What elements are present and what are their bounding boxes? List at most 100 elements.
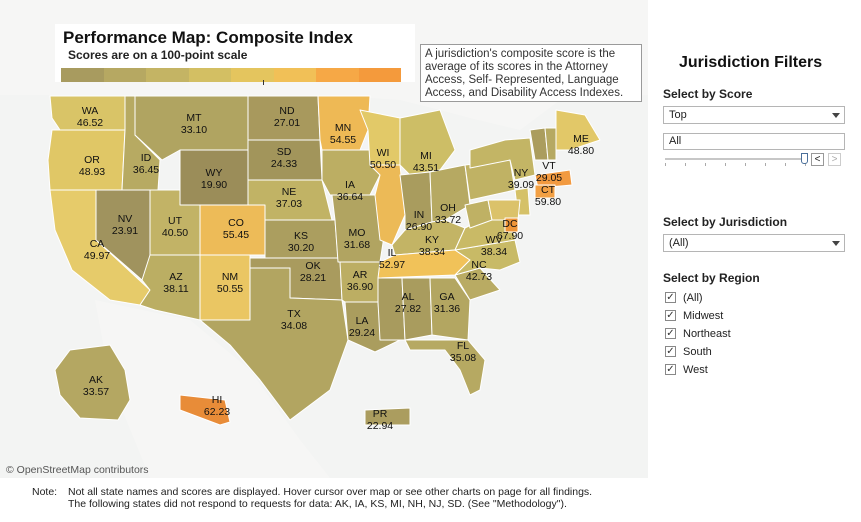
state-label-ga: GA 31.36 (434, 291, 460, 315)
slider-tick (805, 163, 806, 166)
state-abbr: GA (439, 291, 455, 303)
legend-swatch (358, 68, 401, 82)
state-label-mt: MT 33.10 (181, 112, 207, 136)
state-abbr: UT (168, 215, 182, 227)
state-label-in: IN 26.90 (406, 209, 432, 233)
state-label-me: ME 48.80 (568, 133, 594, 157)
state-score: 26.90 (405, 221, 433, 233)
slider-next-button[interactable]: > (828, 153, 841, 166)
state-label-mo: MO 31.68 (344, 227, 370, 251)
state-label-ct: CT 59.80 (535, 184, 561, 208)
state-label-nc: NC 42.73 (466, 259, 492, 283)
checkbox[interactable]: ✓ (665, 328, 676, 339)
state-abbr: WI (376, 147, 390, 159)
legend-swatch (273, 68, 316, 82)
state-score: 46.52 (76, 117, 104, 129)
region-option-label: Midwest (683, 310, 724, 322)
state-me (555, 109, 601, 151)
state-label-ny: NY 39.09 (508, 167, 534, 191)
checkbox[interactable]: ✓ (665, 346, 676, 357)
slider-tick (685, 163, 686, 166)
state-score: 24.33 (270, 158, 298, 170)
checkbox[interactable]: ✓ (665, 310, 676, 321)
mexico-land (95, 300, 330, 478)
state-score: 48.93 (78, 166, 106, 178)
note-line-1: Not all state names and scores are displ… (68, 486, 593, 498)
state-abbr: OH (440, 202, 456, 214)
state-label-hi: HI 62.23 (204, 394, 230, 418)
state-md (487, 199, 521, 221)
state-score: 31.68 (343, 239, 371, 251)
slider-tick (745, 163, 746, 166)
state-label-wi: WI 50.50 (370, 147, 396, 171)
state-abbr: NM (221, 271, 239, 283)
state-fl (404, 339, 486, 396)
state-abbr: OK (305, 260, 321, 272)
state-score: 35.08 (449, 352, 477, 364)
state-label-dc: DC 67.90 (497, 218, 523, 242)
state-ak (54, 344, 131, 421)
state-abbr: HI (211, 394, 223, 406)
state-abbr: CO (228, 217, 244, 229)
map-view[interactable]: Performance Map: Composite Index Scores … (0, 0, 648, 478)
state-abbr: AZ (169, 271, 183, 283)
state-abbr: WY (205, 167, 223, 179)
state-score: 31.36 (433, 303, 461, 315)
state-label-oh: OH 33.72 (435, 202, 461, 226)
map-attribution[interactable]: © OpenStreetMap contributors (6, 464, 149, 476)
state-ga (429, 277, 471, 341)
state-abbr: VT (542, 160, 556, 172)
state-label-ut: UT 40.50 (162, 215, 188, 239)
state-label-id: ID 36.45 (133, 152, 159, 176)
state-score: 33.57 (82, 386, 110, 398)
state-label-ia: IA 36.64 (337, 179, 363, 203)
state-score: 19.90 (200, 179, 228, 191)
state-label-wa: WA 46.52 (77, 105, 103, 129)
state-abbr: WV (485, 234, 503, 246)
state-score: 42.73 (465, 271, 493, 283)
score-dropdown-value: Top (669, 109, 687, 121)
state-abbr: PR (372, 408, 388, 420)
checkbox[interactable]: ✓ (665, 364, 676, 375)
state-abbr: IA (345, 179, 355, 191)
legend-swatch (231, 68, 274, 82)
state-abbr: ID (140, 152, 152, 164)
state-score: 62.23 (203, 406, 231, 418)
state-hi (179, 394, 231, 426)
state-abbr: MO (348, 227, 366, 239)
score-dropdown[interactable]: Top (663, 106, 845, 124)
checkbox[interactable]: ✓ (665, 292, 676, 303)
state-abbr: FL (456, 340, 470, 352)
score-slider-thumb[interactable] (801, 153, 808, 164)
color-legend (61, 68, 401, 82)
jurisdiction-filters-panel: Jurisdiction Filters Select by Score Top… (655, 0, 861, 522)
jurisdiction-dropdown[interactable]: (All) (663, 234, 845, 252)
state-score: 36.64 (336, 191, 364, 203)
legend-swatch (188, 68, 231, 82)
state-score: 59.80 (534, 196, 562, 208)
region-option-label: (All) (683, 292, 703, 304)
score-slider-track[interactable] (665, 158, 805, 160)
state-score: 40.50 (161, 227, 189, 239)
state-abbr: WA (81, 105, 99, 117)
state-abbr: KS (293, 230, 308, 242)
note-label: Note: (32, 486, 58, 498)
region-filter-heading: Select by Region (663, 271, 760, 285)
state-label-or: OR 48.93 (79, 154, 105, 178)
state-ms (377, 277, 406, 341)
state-abbr: AK (88, 374, 103, 386)
state-score: 38.34 (480, 246, 508, 258)
state-label-az: AZ 38.11 (163, 271, 189, 295)
score-range-input[interactable]: All (663, 133, 845, 150)
state-label-mi: MI 43.51 (413, 150, 439, 174)
state-abbr: MN (334, 122, 352, 134)
state-abbr: NC (471, 259, 487, 271)
state-label-ca: CA 49.97 (84, 238, 110, 262)
state-label-ks: KS 30.20 (288, 230, 314, 254)
state-score: 50.55 (216, 283, 244, 295)
state-score: 54.55 (329, 134, 357, 146)
state-label-mn: MN 54.55 (330, 122, 356, 146)
state-label-nm: NM 50.55 (217, 271, 243, 295)
state-abbr: CA (89, 238, 105, 250)
slider-prev-button[interactable]: < (811, 153, 824, 166)
